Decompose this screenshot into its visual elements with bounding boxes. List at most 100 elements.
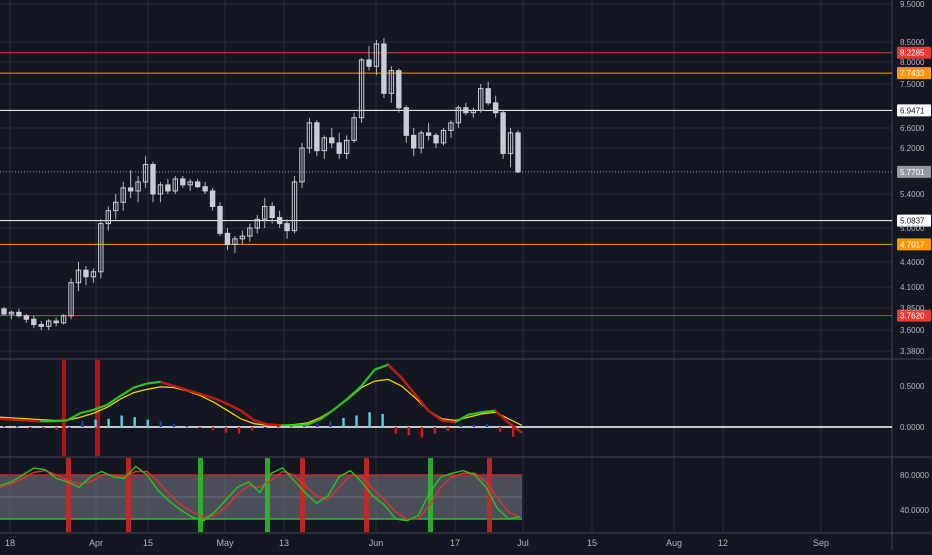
candle-body xyxy=(98,223,104,273)
candle-body xyxy=(299,147,305,183)
candle-body xyxy=(217,205,223,234)
macd-histogram-bar xyxy=(407,427,410,436)
y-tick-label: 9.5000 xyxy=(900,0,925,9)
candle-body xyxy=(209,190,216,207)
candle-body xyxy=(343,139,350,154)
macd-histogram-bar xyxy=(107,418,110,427)
y-tick-label: 3.6000 xyxy=(900,326,925,335)
y-tick-label: 3.8500 xyxy=(900,304,925,313)
stoch-signal-bar xyxy=(364,458,369,532)
y-tick-label: 6.2000 xyxy=(900,144,925,153)
candle-body xyxy=(90,271,97,278)
candle-body xyxy=(68,282,74,317)
candle-body xyxy=(157,184,164,195)
macd-histogram-bar xyxy=(68,427,71,428)
level-price-label: 4.7017 xyxy=(900,240,925,249)
candle-body xyxy=(284,223,290,232)
macd-y-tick-label: 0.0000 xyxy=(900,423,925,432)
x-tick-label: 15 xyxy=(143,538,153,548)
y-tick-label: 8.0000 xyxy=(900,58,925,67)
x-tick-label: May xyxy=(216,538,234,548)
candle-body xyxy=(418,132,424,149)
candle-body xyxy=(485,88,491,104)
candle-body xyxy=(403,107,409,136)
candle-body xyxy=(194,181,201,188)
x-tick-label: Apr xyxy=(89,538,103,548)
candle-body xyxy=(276,217,283,225)
macd-histogram-bar xyxy=(485,423,489,427)
macd-falling-segment xyxy=(227,403,242,412)
level-price-label: 5.0837 xyxy=(900,217,925,226)
candle-body xyxy=(45,320,52,327)
macd-falling-segment xyxy=(213,397,228,406)
x-tick-label: Sep xyxy=(813,538,829,548)
candle-body xyxy=(224,232,231,245)
price-candles xyxy=(1,38,521,330)
macd-histogram-bar xyxy=(420,427,423,438)
x-tick-label: Jun xyxy=(369,538,384,548)
level-price-tag xyxy=(897,214,931,227)
macd-histogram-bar xyxy=(42,427,45,429)
candle-body xyxy=(127,187,134,192)
macd-falling-segment xyxy=(200,393,215,400)
level-price-label: 7.7433 xyxy=(900,69,925,78)
candle-body xyxy=(8,311,15,315)
macd-y-tick-label: 0.5000 xyxy=(900,382,925,391)
macd-cross-marker xyxy=(62,360,66,456)
macd-histogram-bar xyxy=(16,426,19,428)
candle-body xyxy=(120,187,126,203)
candle-body xyxy=(366,59,372,67)
candle-body xyxy=(425,132,432,136)
macd-falling-segment xyxy=(173,384,188,392)
macd-histogram-bar xyxy=(133,417,136,427)
candle-body xyxy=(187,181,193,186)
level-price-tag xyxy=(897,309,931,322)
macd-falling-segment xyxy=(507,422,523,434)
x-tick-label: Jul xyxy=(517,538,529,548)
candle-body xyxy=(135,181,141,192)
stoch-series-line xyxy=(0,469,521,520)
stoch-signal-bar xyxy=(66,458,71,532)
candle-body xyxy=(16,311,22,317)
y-tick-label: 3.3800 xyxy=(900,347,925,356)
candle-body xyxy=(1,308,7,315)
macd-histogram-bar xyxy=(264,427,267,428)
macd-histogram-bar xyxy=(3,426,6,428)
candle-body xyxy=(507,132,514,154)
last-price-label: 5.7701 xyxy=(900,168,925,177)
candle-body xyxy=(262,205,268,220)
macd-histogram-bar xyxy=(303,425,306,427)
macd-histogram-bar xyxy=(459,425,463,427)
macd-falling-segment xyxy=(187,389,202,396)
candle-body xyxy=(470,109,477,114)
candle-body xyxy=(500,112,506,154)
candle-body xyxy=(358,59,365,119)
candle-body xyxy=(329,137,335,144)
candle-body xyxy=(269,205,275,219)
macd-falling-segment xyxy=(240,409,255,422)
candle-body xyxy=(433,134,439,144)
candle-body xyxy=(515,132,521,173)
macd-histogram-bar xyxy=(185,426,189,428)
candle-body xyxy=(23,315,30,320)
x-tick-label: 18 xyxy=(5,538,15,548)
level-price-tag xyxy=(897,46,931,59)
macd-falling-segment xyxy=(414,393,430,412)
candle-body xyxy=(388,70,395,94)
macd-histogram-bar xyxy=(211,427,215,431)
macd-histogram-bar xyxy=(329,421,332,427)
macd-histogram-bar xyxy=(94,419,97,427)
macd-histogram-bar xyxy=(316,423,319,427)
macd-histogram-bar xyxy=(446,427,450,432)
macd-histogram-bar xyxy=(381,413,384,427)
level-price-tag xyxy=(897,104,931,117)
horizontal-levels: 8.2285 7.7433 6.9471 5.0837 4.7017 3.7620 5.77… xyxy=(0,46,931,322)
macd-falling-segment xyxy=(387,363,403,379)
x-tick-label: Aug xyxy=(666,538,682,548)
candle-body xyxy=(31,318,37,326)
macd-histogram-bar xyxy=(290,426,293,428)
candle-body xyxy=(172,178,179,192)
